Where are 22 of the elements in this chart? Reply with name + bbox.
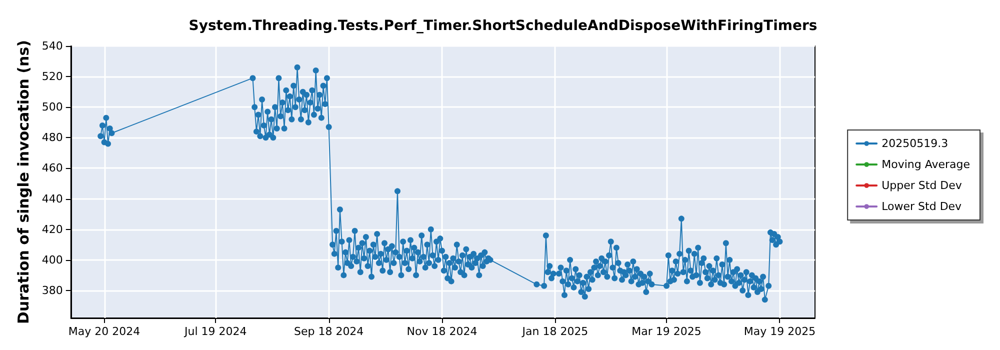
- x-tick-label: Mar 19 2025: [632, 325, 702, 338]
- legend-label: Lower Std Dev: [882, 200, 962, 213]
- y-axis-title: Duration of single invocation (ns): [14, 40, 32, 324]
- y-tick-label: 380: [42, 284, 63, 297]
- y-tick-label: 480: [42, 131, 63, 144]
- x-tick-label: Nov 18 2024: [406, 325, 478, 338]
- y-tick-label: 520: [42, 70, 63, 84]
- legend-label: 20250519.3: [882, 137, 948, 150]
- y-tick-label: 440: [42, 192, 63, 206]
- legend-label: Upper Std Dev: [882, 179, 962, 192]
- y-tick-label: 500: [42, 100, 63, 114]
- y-tick-label: 400: [42, 253, 63, 266]
- x-tick-label: May 19 2025: [744, 325, 816, 338]
- chart-title: System.Threading.Tests.Perf_Timer.ShortScheduleAndDisposeWithFiringTimers: [188, 18, 818, 34]
- y-tick-label: 420: [42, 222, 63, 236]
- y-tick-label: 460: [42, 162, 63, 175]
- y-tick-label: 540: [42, 40, 63, 52]
- x-tick-label: Sep 18 2024: [294, 325, 364, 338]
- x-tick-label: Jul 19 2024: [184, 325, 247, 338]
- x-tick-label: May 20 2024: [68, 325, 140, 338]
- legend-label: Moving Average: [882, 158, 970, 171]
- x-tick-label: Jan 18 2025: [521, 325, 588, 338]
